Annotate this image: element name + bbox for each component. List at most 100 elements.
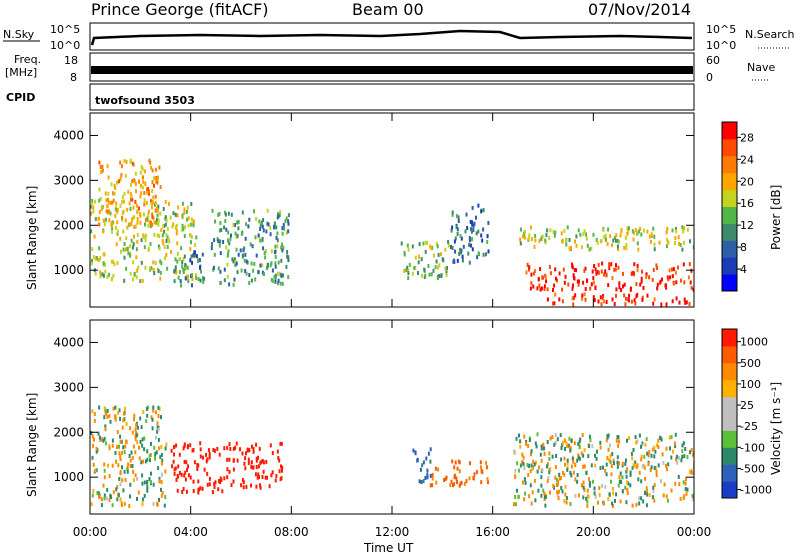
data-cell — [151, 168, 154, 173]
data-cell — [574, 462, 577, 467]
data-cell — [173, 445, 176, 449]
data-cell — [590, 463, 593, 468]
data-cell — [543, 491, 546, 496]
data-cell — [132, 478, 135, 483]
data-cell — [451, 459, 454, 464]
data-cell — [408, 262, 411, 267]
data-cell — [545, 233, 548, 238]
data-cell — [663, 482, 666, 487]
colorbar-frame — [721, 121, 738, 292]
data-cell — [232, 259, 235, 264]
data-cell — [223, 225, 226, 230]
data-cell — [156, 213, 159, 218]
data-cell — [682, 480, 685, 485]
data-cell — [447, 239, 450, 244]
data-cell — [111, 230, 114, 234]
data-cell — [244, 269, 247, 273]
data-cell — [567, 282, 570, 287]
data-cell — [103, 222, 106, 227]
data-cell — [537, 277, 540, 281]
colorbar-tick-label: 4 — [740, 263, 747, 276]
data-cell — [281, 281, 284, 286]
data-cell — [600, 302, 603, 307]
data-cell — [587, 454, 590, 459]
data-cell — [618, 439, 620, 444]
data-cell — [522, 234, 525, 239]
velocity-panel-frame — [89, 319, 695, 515]
data-cell — [264, 249, 267, 254]
data-cell — [609, 443, 611, 448]
data-cell — [555, 454, 558, 458]
data-cell — [593, 491, 596, 496]
data-cell — [530, 501, 533, 506]
data-cell — [486, 240, 489, 244]
data-cell — [249, 242, 252, 247]
data-cell — [681, 247, 684, 252]
data-cell — [116, 229, 119, 234]
data-cell — [126, 207, 129, 212]
data-cell — [191, 260, 193, 265]
data-cell — [124, 444, 127, 449]
data-cell — [639, 282, 642, 287]
data-cell — [586, 278, 588, 283]
data-cell — [242, 253, 244, 258]
data-cell — [226, 475, 229, 480]
data-cell — [178, 256, 181, 261]
data-cell — [261, 263, 264, 268]
data-cell — [129, 206, 132, 211]
data-cell — [154, 435, 157, 440]
data-cell — [91, 259, 94, 264]
data-cell — [119, 434, 122, 439]
data-cell — [140, 238, 143, 243]
freq-tick-top: 18 — [64, 54, 78, 67]
data-cell — [123, 406, 126, 411]
data-cell — [281, 465, 284, 470]
data-cell — [688, 302, 691, 307]
data-cell — [223, 446, 226, 451]
data-cell — [158, 476, 161, 481]
data-cell — [201, 252, 204, 257]
data-cell — [619, 499, 622, 504]
data-cell — [115, 207, 118, 212]
data-cell — [136, 496, 138, 501]
data-cell — [106, 414, 109, 419]
data-cell — [675, 229, 678, 234]
data-cell — [603, 501, 605, 506]
data-cell — [159, 276, 162, 281]
data-cell — [646, 492, 649, 497]
data-cell — [247, 461, 250, 465]
data-cell — [170, 448, 173, 453]
data-cell — [641, 269, 643, 274]
data-cell — [99, 255, 102, 260]
data-cell — [203, 467, 206, 472]
data-cell — [208, 455, 211, 460]
data-cell — [552, 301, 554, 306]
data-cell — [141, 473, 144, 478]
data-cell — [181, 213, 184, 218]
data-cell — [534, 269, 537, 273]
data-cell — [631, 503, 634, 508]
data-cell — [651, 277, 654, 282]
data-cell — [119, 439, 122, 444]
data-cell — [648, 275, 651, 280]
data-cell — [142, 175, 144, 180]
data-cell — [667, 240, 670, 245]
data-cell — [645, 486, 648, 491]
data-cell — [262, 460, 265, 465]
data-cell — [653, 445, 656, 450]
data-cell — [270, 473, 273, 478]
data-cell — [252, 447, 255, 451]
data-cell — [675, 454, 678, 459]
data-cell — [639, 226, 642, 231]
data-cell — [90, 261, 93, 266]
data-cell — [177, 205, 180, 210]
data-cell — [149, 242, 152, 246]
data-cell — [536, 469, 539, 474]
data-cell — [145, 233, 148, 238]
data-cell — [177, 464, 180, 469]
data-cell — [540, 237, 543, 241]
data-cell — [405, 268, 408, 273]
data-cell — [561, 299, 564, 304]
data-cell — [183, 459, 186, 464]
